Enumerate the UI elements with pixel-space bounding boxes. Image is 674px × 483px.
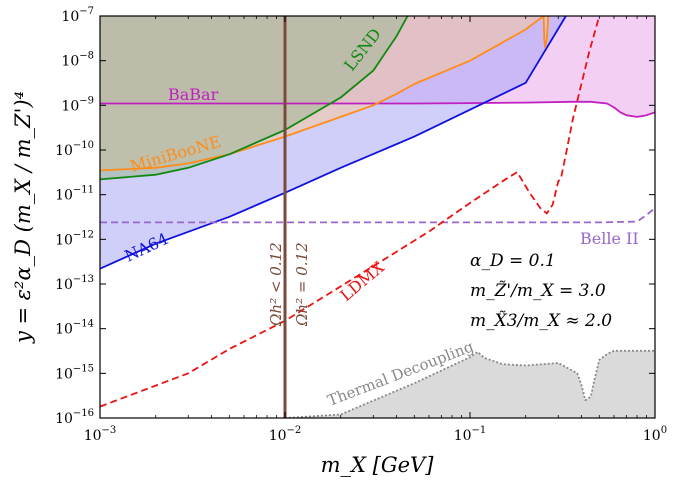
y-tick-label: 10−11 xyxy=(55,185,94,204)
x-tick-label: 10−2 xyxy=(269,425,302,444)
na64-curve xyxy=(100,16,567,270)
boundary-lines xyxy=(100,16,655,418)
ldmx-curve xyxy=(100,16,601,408)
babar-curve xyxy=(100,100,655,118)
x-tick-label: 10−1 xyxy=(454,425,487,444)
lsnd-excluded-region xyxy=(100,16,408,180)
y-tick-label: 10−10 xyxy=(55,140,94,159)
belle-label: Belle II xyxy=(580,229,639,248)
axis-ticks: 10−3 10−2 10−1 100 10−16 10−15 10−14 10−13 10−12… xyxy=(55,6,667,444)
x-tick-label: 100 xyxy=(643,425,667,444)
relic-eq-label: Ωh² = 0.12 xyxy=(293,242,311,327)
miniboone-curve xyxy=(100,16,550,172)
y-tick-label: 10−13 xyxy=(55,274,94,293)
x-axis-title: m_X [GeV] xyxy=(321,453,435,477)
y-tick-label: 10−16 xyxy=(55,408,94,427)
y-axis-title: y = ε²α_D (m_X / m_Z')⁴ xyxy=(11,91,35,344)
param-alpha: α_D = 0.1 xyxy=(470,251,556,271)
y-tick-label: 10−8 xyxy=(61,51,94,70)
y-tick-label: 10−12 xyxy=(55,229,94,248)
relic-lt-label: Ωh² < 0.12 xyxy=(267,242,285,327)
param-mass-ratio-x3: m_X̃3/m_X ≈ 2.0 xyxy=(470,311,612,331)
thermal-decoupling-excluded-region xyxy=(285,350,655,418)
y-tick-label: 10−7 xyxy=(61,6,94,25)
y-tick-label: 10−9 xyxy=(61,95,94,114)
param-mass-ratio-z: m_Z̃'/m_X = 3.0 xyxy=(470,281,606,301)
belle-ii-curve xyxy=(100,207,655,224)
babar-label: BaBar xyxy=(168,85,219,104)
ldmx-label: LDMX xyxy=(336,257,388,305)
thermal-decoupling-curve xyxy=(284,349,655,418)
plot-frame xyxy=(99,15,656,419)
y-tick-label: 10−14 xyxy=(55,319,94,338)
region-fills xyxy=(100,16,655,418)
x-tick-label: 10−3 xyxy=(84,425,117,444)
y-tick-label: 10−15 xyxy=(55,363,94,382)
